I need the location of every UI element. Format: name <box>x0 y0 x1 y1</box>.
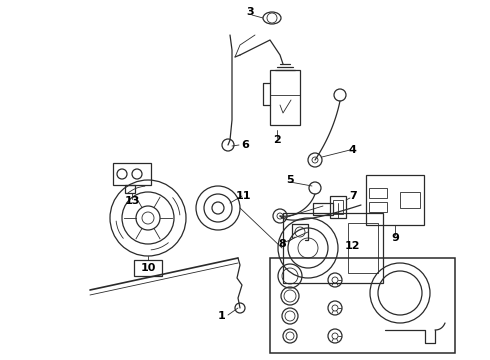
Text: 7: 7 <box>349 191 357 201</box>
Bar <box>369 202 387 212</box>
Bar <box>333 200 343 214</box>
Bar <box>283 213 383 283</box>
Text: 10: 10 <box>140 263 156 273</box>
Text: 3: 3 <box>246 7 254 17</box>
Bar <box>313 203 333 215</box>
Bar <box>113 163 151 185</box>
Text: 5: 5 <box>286 175 294 185</box>
Bar <box>125 185 135 193</box>
Text: 11: 11 <box>235 191 251 201</box>
Bar <box>369 188 387 198</box>
Bar <box>400 192 420 208</box>
Bar <box>134 260 162 276</box>
Text: 2: 2 <box>273 135 281 145</box>
Bar <box>270 258 455 353</box>
Text: 1: 1 <box>218 311 226 321</box>
Bar <box>348 223 378 273</box>
Text: 8: 8 <box>278 239 286 249</box>
Bar <box>366 175 424 225</box>
Text: 12: 12 <box>344 241 360 251</box>
Text: 13: 13 <box>124 196 140 206</box>
Text: 4: 4 <box>348 145 356 155</box>
Text: 9: 9 <box>391 233 399 243</box>
Bar <box>330 196 346 218</box>
Text: 6: 6 <box>241 140 249 150</box>
Bar <box>270 70 300 125</box>
